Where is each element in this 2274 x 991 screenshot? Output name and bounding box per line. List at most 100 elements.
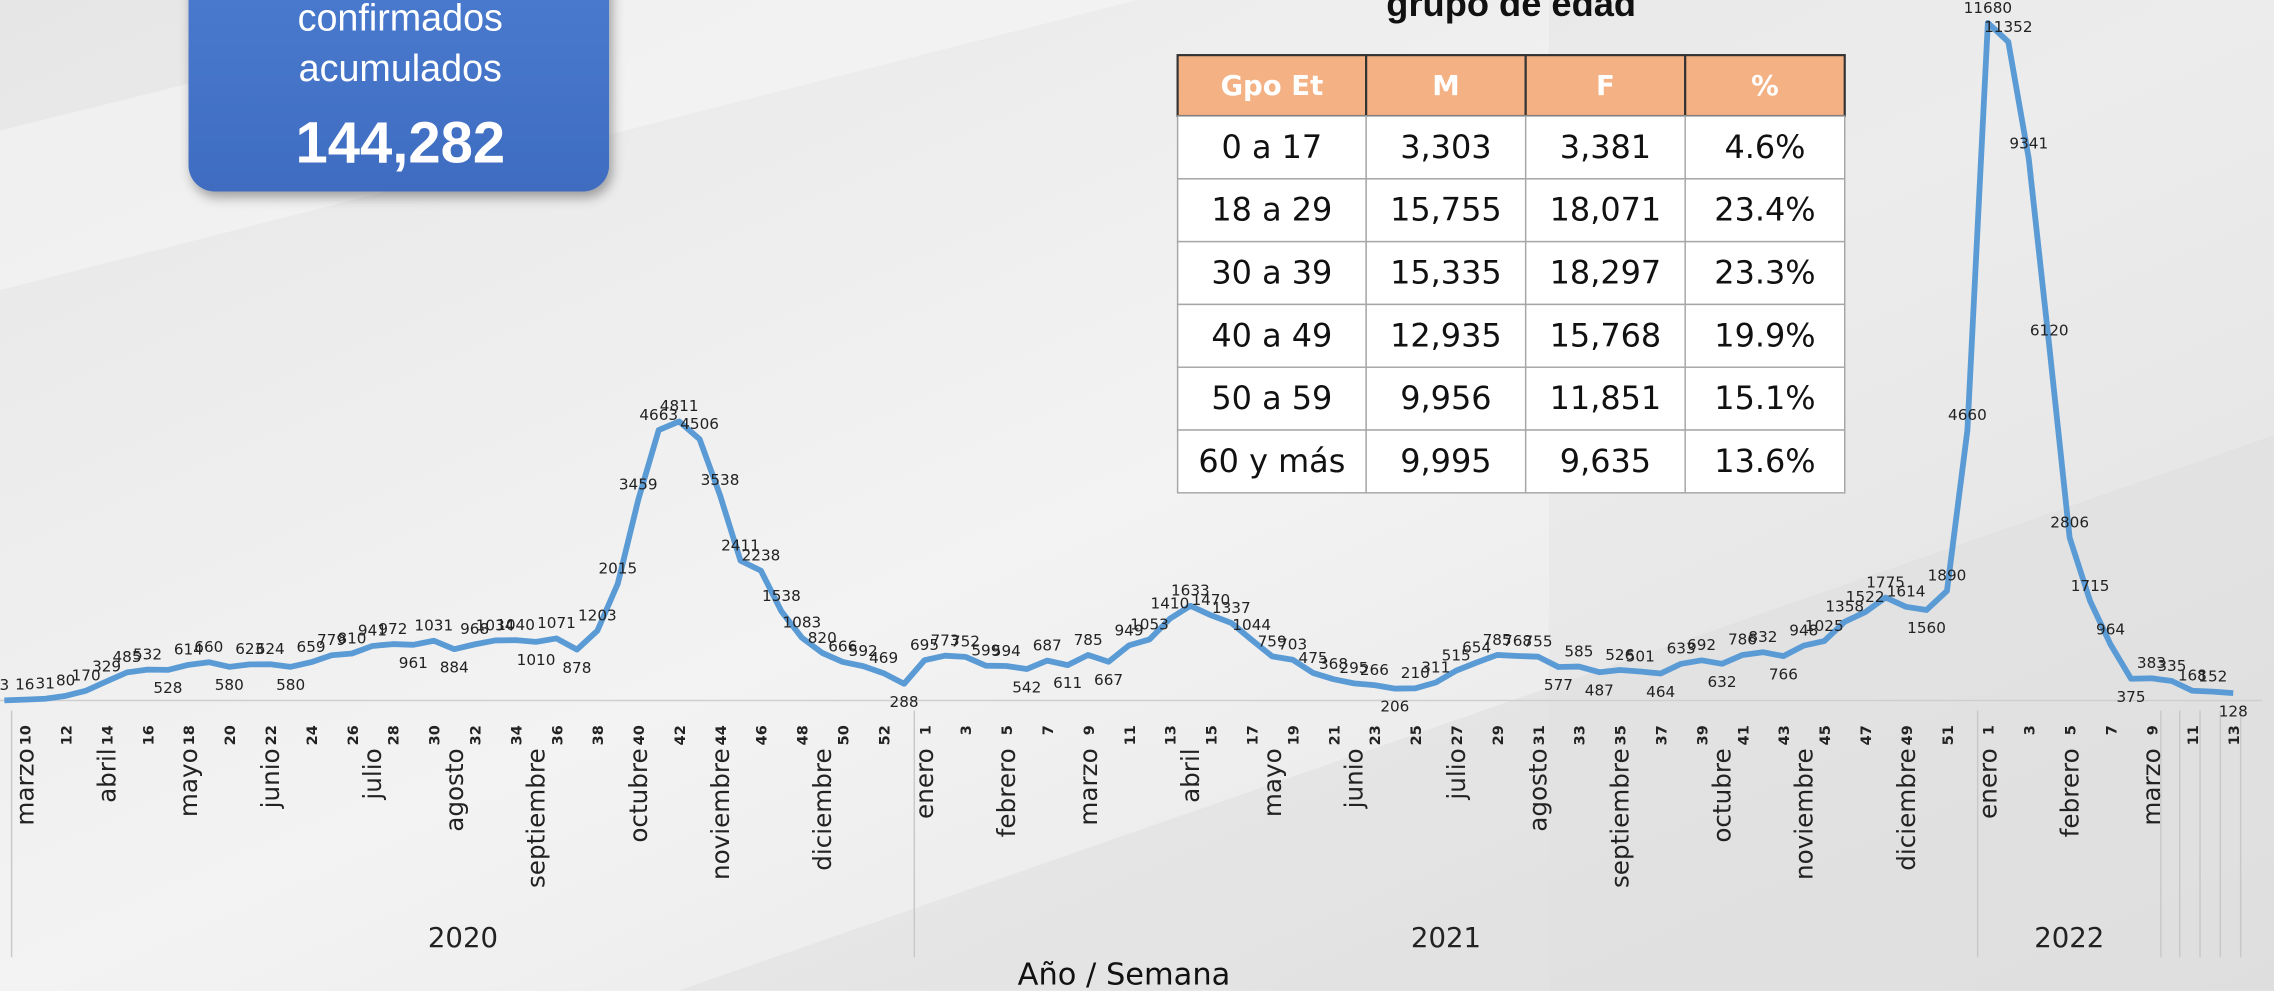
x-tick-label: 29 [1491,725,1507,745]
data-label: 288 [890,693,919,711]
month-label: febrero [2055,748,2084,837]
data-label: 577 [1544,676,1573,694]
month-label: diciembre [1892,748,1921,870]
data-label: 580 [215,676,244,694]
month-label: octubre [624,748,653,842]
table-cell-text: 30 a 39 [1211,253,1332,291]
month-label: junio [256,748,285,809]
data-label: 168 [2178,667,2207,685]
data-label: 1337 [1212,599,1251,617]
data-label: 11352 [1984,18,2032,36]
data-label: 16 [15,675,34,693]
data-label: 2238 [742,547,781,565]
table-cell [1524,429,1686,494]
x-tick-label: 41 [1736,725,1752,745]
data-label: 878 [562,659,591,677]
data-label: 4660 [1948,406,1987,424]
data-label: 703 [1278,636,1307,654]
data-label: 1010 [517,651,556,669]
month-label: octubre [1708,748,1737,842]
month-label: febrero [992,748,1021,837]
data-label: 759 [1258,632,1287,650]
x-tick-label: 16 [141,725,157,745]
line-series [4,20,2234,704]
data-label: 1053 [1130,615,1169,633]
data-label: 4811 [660,397,699,415]
data-label: 464 [1646,683,1675,701]
data-label: 594 [992,642,1021,660]
data-label: 487 [1585,681,1614,699]
data-label: 968 [460,620,489,638]
data-label: 1470 [1191,591,1230,609]
data-label: 3459 [619,476,658,494]
table-cell-text: 18,297 [1550,253,1662,291]
table-title: grupo de edad [1386,0,1636,24]
data-label: 592 [849,642,878,660]
data-label: 654 [1462,638,1491,656]
x-tick-label: 33 [1573,725,1589,745]
data-label: 599 [971,642,1000,660]
x-tick-label: 18 [182,725,198,745]
x-tick-label: 1 [918,725,934,735]
data-label: 152 [2198,668,2227,686]
data-label: 1083 [782,614,821,632]
month-label: mayo [174,748,203,817]
data-label: 515 [1442,646,1471,664]
table-cell [1176,240,1367,306]
table-cell-text: 18 a 29 [1211,191,1332,229]
info-line: acumulados [299,47,502,89]
data-label: 368 [1319,655,1348,673]
data-label: 779 [317,631,346,649]
table-cell-text: 13.6% [1714,442,1815,480]
month-label: enero [910,748,939,819]
x-tick-label: 13 [2227,725,2243,745]
month-label: noviembre [1790,748,1819,880]
x-tick-label: 13 [1164,725,1180,745]
data-label: 295 [1339,659,1368,677]
info-line: confirmados [298,0,503,38]
table-cell [1176,178,1367,243]
data-label: 4506 [680,415,719,433]
x-tick-label: 12 [59,725,75,745]
table-cell-text: 60 y más [1198,442,1345,480]
x-tick-label: 25 [1409,725,1425,745]
x-tick-label: 5 [1000,725,1016,735]
table-cell-text: 19.9% [1714,316,1815,354]
month-label: junio [1340,748,1369,809]
x-tick-label: 1 [1982,725,1998,735]
x-tick-label: 3 [959,725,975,735]
data-label: 1538 [762,587,801,605]
x-tick-label: 22 [264,725,280,745]
data-label: 311 [1421,658,1450,676]
data-label: 755 [1523,633,1552,651]
data-label: 31 [36,675,55,693]
data-label: 1034 [476,616,515,634]
table-cell-text: 15.1% [1714,379,1815,417]
data-label: 667 [1094,671,1123,689]
x-tick-label: 40 [632,725,648,745]
table-cell-text: 12,935 [1390,316,1502,354]
data-label: 1775 [1866,573,1905,591]
data-label: 9341 [2009,134,2048,152]
data-label: 1071 [537,614,576,632]
table-cell [1176,115,1367,180]
data-label: 1031 [414,617,453,635]
age-table: Gpo Et M F % 0 a 17 3,303 3,381 4.6% 18 a 29 15,7… [1176,54,1846,494]
x-tick-label: 50 [837,725,853,745]
data-label: 666 [828,638,857,656]
table-cell-text: 4.6% [1724,128,1805,166]
month-label: mayo [1258,748,1287,817]
data-label: 1203 [578,607,617,625]
table-cell-text: 15,335 [1390,253,1502,291]
x-tick-label: 30 [428,725,444,745]
table-cell [1524,178,1686,243]
x-tick-label: 7 [2104,725,2120,735]
data-label: 949 [1114,621,1143,639]
data-label: 532 [133,645,162,663]
table-cell [1176,303,1367,368]
table-cell-text: 9,995 [1400,442,1491,480]
month-label: julio [1442,748,1471,800]
table-cell [1684,303,1846,368]
